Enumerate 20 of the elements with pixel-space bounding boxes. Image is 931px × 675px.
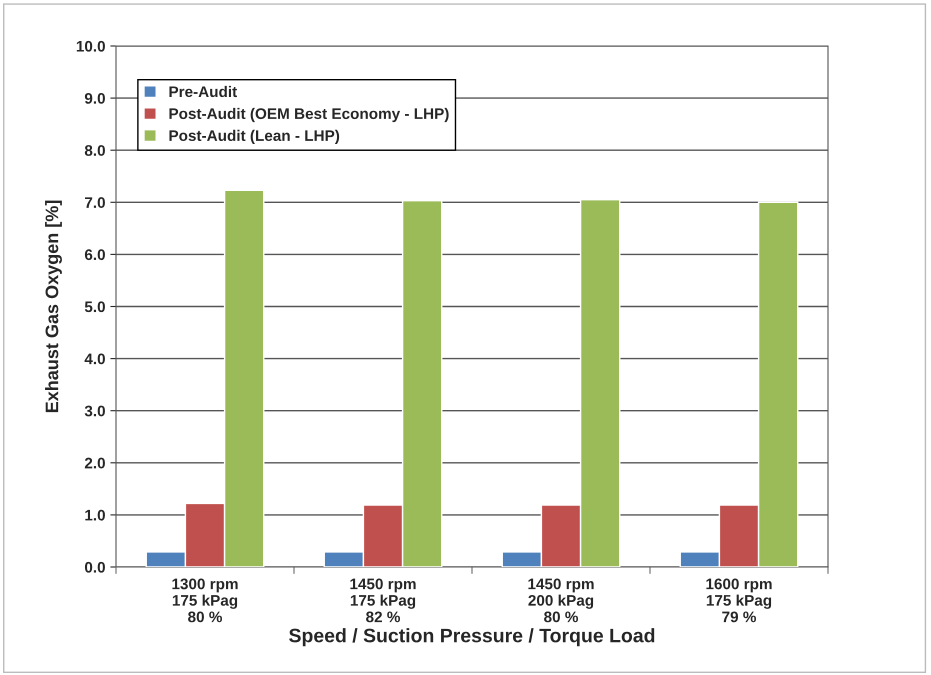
legend-label: Post-Audit (Lean - LHP)	[169, 130, 340, 144]
legend-label: Pre-Audit	[169, 86, 237, 98]
y-tick-label: 9.0	[84, 92, 105, 104]
y-tick-label: 4.0	[84, 353, 105, 364]
x-axis-title: Speed / Suction Pressure / Torque Load	[289, 628, 654, 646]
y-tick-label: 8.0	[84, 145, 105, 156]
y-tick-label: 6.0	[84, 249, 105, 260]
y-tick-label: 3.0	[84, 406, 105, 416]
x-tick-label: 1450 rpm 200 kPag 80 %	[528, 578, 594, 622]
y-axis-title: Exhaust Gas Oxygen [%]	[45, 200, 62, 412]
y-tick-label: 2.0	[84, 458, 105, 468]
legend-label: Post-Audit (OEM Best Economy - LHP)	[169, 108, 449, 122]
y-tick-label: 0.0	[84, 562, 105, 573]
x-tick-label: 1300 rpm 175 kPag 80 %	[172, 578, 238, 622]
y-tick-label: 10.0	[76, 40, 105, 52]
y-tick-label: 5.0	[84, 301, 105, 312]
y-tick-label: 7.0	[85, 197, 105, 208]
y-tick-label: 1.0	[85, 510, 105, 521]
x-tick-label: 1450 rpm 175 kPag 82 %	[350, 578, 416, 622]
x-tick-label: 1600 rpm 175 kPag 79 %	[706, 578, 772, 622]
